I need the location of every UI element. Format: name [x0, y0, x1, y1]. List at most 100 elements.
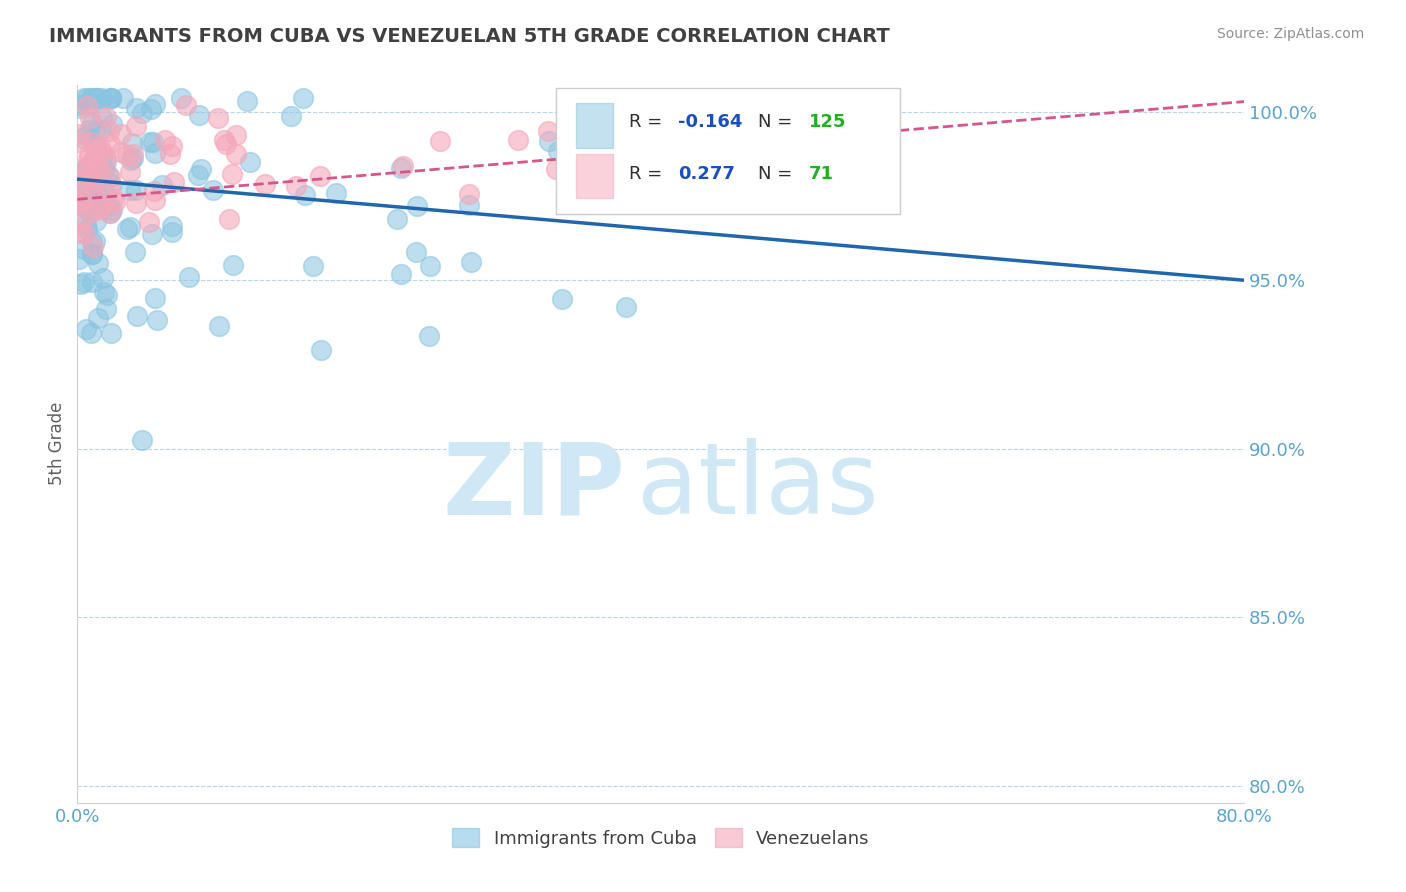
Point	[82, 246, 104, 260]
Point	[221, 258, 243, 272]
Point	[86, 187, 108, 202]
Point	[86, 91, 108, 105]
Point	[100, 91, 122, 105]
Point	[72, 171, 94, 186]
Point	[80, 235, 103, 250]
Point	[83, 179, 105, 194]
Point	[122, 151, 145, 165]
Point	[70, 211, 93, 226]
Point	[67, 98, 90, 112]
Point	[138, 215, 160, 229]
Point	[89, 202, 111, 217]
Point	[143, 146, 166, 161]
Point	[77, 147, 100, 161]
Point	[457, 197, 479, 211]
Point	[84, 202, 107, 217]
Point	[76, 221, 98, 235]
Point	[160, 139, 183, 153]
Point	[73, 242, 96, 256]
Point	[120, 153, 142, 167]
FancyBboxPatch shape	[575, 103, 613, 148]
Point	[72, 194, 94, 208]
Point	[98, 137, 121, 152]
Point	[236, 94, 259, 108]
Point	[67, 175, 90, 189]
Point	[83, 91, 105, 105]
Point	[98, 205, 121, 219]
Point	[125, 120, 148, 134]
Point	[458, 186, 481, 201]
Point	[104, 195, 127, 210]
Point	[77, 191, 100, 205]
Point	[418, 329, 440, 343]
Point	[190, 161, 212, 176]
Text: 0.277: 0.277	[678, 166, 735, 184]
Text: ZIP: ZIP	[443, 438, 626, 535]
Point	[79, 169, 101, 184]
Point	[142, 135, 165, 149]
Point	[208, 318, 231, 333]
Point	[100, 326, 122, 340]
Text: Source: ZipAtlas.com: Source: ZipAtlas.com	[1216, 27, 1364, 41]
Point	[575, 180, 598, 194]
Point	[96, 287, 118, 301]
Point	[187, 168, 209, 182]
Point	[207, 111, 229, 125]
Point	[90, 153, 112, 168]
Point	[98, 124, 121, 138]
Point	[91, 145, 114, 159]
Point	[77, 152, 100, 166]
Point	[76, 194, 98, 208]
Point	[239, 154, 262, 169]
Point	[76, 91, 98, 105]
Point	[419, 259, 441, 273]
Point	[546, 161, 568, 176]
Point	[143, 193, 166, 207]
Point	[76, 160, 98, 174]
Point	[160, 225, 183, 239]
Point	[215, 137, 238, 152]
Point	[100, 91, 122, 105]
Point	[202, 183, 225, 197]
Point	[89, 166, 111, 180]
Point	[389, 161, 412, 175]
Point	[121, 136, 143, 150]
Point	[120, 183, 142, 197]
Point	[69, 277, 91, 292]
Point	[110, 128, 132, 142]
Text: 125: 125	[808, 113, 846, 131]
Point	[302, 259, 325, 273]
Point	[547, 145, 569, 159]
Point	[80, 275, 103, 289]
Point	[75, 217, 97, 231]
Point	[82, 135, 104, 149]
Point	[94, 197, 117, 211]
Point	[122, 146, 145, 161]
Point	[97, 168, 120, 182]
Point	[280, 109, 302, 123]
Point	[614, 300, 637, 314]
FancyBboxPatch shape	[555, 88, 900, 214]
Point	[218, 211, 240, 226]
Point	[72, 130, 94, 145]
Point	[82, 239, 104, 253]
Point	[84, 177, 107, 191]
Point	[100, 181, 122, 195]
Point	[100, 206, 122, 220]
Point	[80, 117, 103, 131]
Point	[100, 117, 122, 131]
Point	[67, 127, 90, 141]
Point	[80, 91, 103, 105]
Point	[146, 313, 169, 327]
Point	[69, 194, 91, 209]
Point	[89, 140, 111, 154]
Point	[225, 147, 247, 161]
Point	[103, 192, 125, 206]
Point	[87, 311, 110, 326]
Text: IMMIGRANTS FROM CUBA VS VENEZUELAN 5TH GRADE CORRELATION CHART: IMMIGRANTS FROM CUBA VS VENEZUELAN 5TH G…	[49, 27, 890, 45]
Point	[253, 177, 276, 191]
Point	[69, 101, 91, 115]
Point	[72, 181, 94, 195]
Point	[100, 178, 122, 192]
Text: -0.164: -0.164	[678, 113, 742, 131]
